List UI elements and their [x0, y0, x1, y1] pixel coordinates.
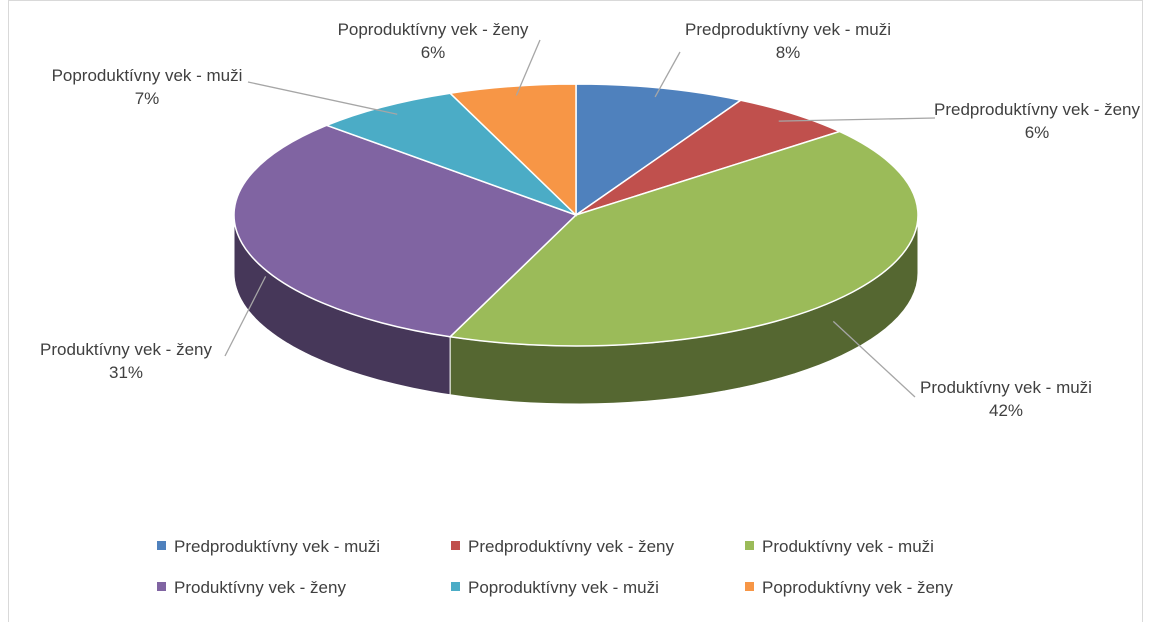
legend-label: Predproduktívny vek - ženy [468, 537, 674, 556]
data-label-name: Produktívny vek - ženy [40, 340, 212, 359]
legend-item: Predproduktívny vek - ženy [451, 537, 674, 557]
data-label-value: 31% [108, 363, 144, 382]
legend-item: Predproduktívny vek - muži [157, 537, 380, 557]
legend-label: Poproduktívny vek - muži [468, 578, 659, 597]
data-label-name: Predproduktívny vek - muži [685, 20, 891, 39]
data-label-name: Predproduktívny vek - ženy [934, 100, 1140, 119]
data-label-value: 42% [988, 401, 1024, 420]
slice [575, 99, 842, 216]
data-label-value: 6% [420, 43, 446, 62]
data-label: Predproduktívny vek - muži 8% [678, 18, 898, 64]
legend-label: Produktívny vek - muži [762, 537, 934, 556]
data-label-name: Produktívny vek - muži [920, 378, 1092, 397]
data-label: Poproduktívny vek - muži 7% [32, 64, 262, 110]
legend-label: Poproduktívny vek - ženy [762, 578, 953, 597]
data-label: Poproduktívny vek - ženy 6% [328, 18, 538, 64]
data-label-name: Poproduktívny vek - ženy [337, 20, 529, 39]
data-label: Produktívny vek - ženy 31% [26, 338, 226, 384]
chart-border [8, 0, 1143, 622]
data-label-value: 7% [134, 89, 160, 108]
data-label-value: 6% [1024, 123, 1050, 142]
slice [575, 83, 743, 217]
slice [448, 83, 577, 217]
legend-item: Poproduktívny vek - muži [451, 578, 659, 598]
leader-line [778, 117, 936, 122]
legend-marker [745, 582, 754, 591]
slice [324, 92, 577, 216]
legend-label: Predproduktívny vek - muži [174, 537, 380, 556]
data-label: Predproduktívny vek - ženy 6% [927, 98, 1147, 144]
legend-marker [157, 541, 166, 550]
data-label-name: Poproduktívny vek - muži [51, 66, 243, 85]
data-label: Produktívny vek - muži 42% [906, 376, 1106, 422]
legend-marker [451, 541, 460, 550]
leader-line [247, 81, 398, 115]
legend-item: Produktívny vek - ženy [157, 578, 346, 598]
legend-marker [157, 582, 166, 591]
legend-marker [745, 541, 754, 550]
legend-marker [451, 582, 460, 591]
slice [233, 124, 578, 338]
leader-line [832, 320, 916, 398]
leader-line [515, 39, 541, 96]
legend-item: Poproduktívny vek - ženy [745, 578, 953, 598]
legend-item: Produktívny vek - muži [745, 537, 934, 557]
legend-label: Produktívny vek - ženy [174, 578, 346, 597]
data-label-value: 8% [775, 43, 801, 62]
leader-line [224, 276, 267, 357]
leader-line [654, 51, 681, 98]
slice [448, 130, 919, 347]
